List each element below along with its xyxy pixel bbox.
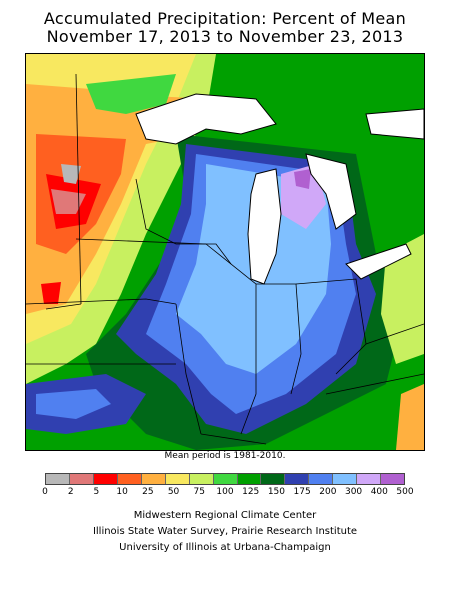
legend-label: 10 xyxy=(116,487,128,497)
legend-swatch xyxy=(333,474,358,484)
map-canvas xyxy=(26,54,424,450)
legend-swatch xyxy=(46,474,70,484)
legend-label: 400 xyxy=(370,487,388,497)
title-line-1: Accumulated Precipitation: Percent of Me… xyxy=(43,9,407,28)
legend-swatch xyxy=(165,474,190,484)
legend-label: 2 xyxy=(67,487,74,497)
legend-label: 500 xyxy=(396,487,414,497)
legend-swatch xyxy=(285,474,310,484)
zone-michigan-lavender xyxy=(281,164,326,229)
lake-superior xyxy=(135,93,277,145)
credit-university: University of Illinois at Urbana-Champai… xyxy=(119,542,331,553)
legend-label: 125 xyxy=(242,487,260,497)
mean-period-note: Mean period is 1981-2010. xyxy=(164,451,286,461)
legend-swatch xyxy=(189,474,214,484)
legend-label: 300 xyxy=(344,487,363,497)
legend-label: 75 xyxy=(193,487,206,497)
legend-swatch xyxy=(237,474,262,484)
legend-label: 25 xyxy=(142,487,154,497)
legend-label: 175 xyxy=(293,487,311,497)
zone-sw-red xyxy=(41,282,61,304)
legend-swatch xyxy=(117,474,142,484)
lake-erie xyxy=(345,243,412,280)
zone-michigan-purple xyxy=(294,169,311,189)
legend-swatch xyxy=(93,474,118,484)
credit-survey: Illinois State Water Survey, Prairie Res… xyxy=(92,526,358,537)
title-line-2: November 17, 2013 to November 23, 2013 xyxy=(46,27,404,46)
state-boundaries xyxy=(26,73,424,445)
legend-swatch xyxy=(69,474,94,484)
map-title: Accumulated Precipitation: Percent of Me… xyxy=(0,10,450,46)
color-legend xyxy=(45,473,405,485)
legend-swatch xyxy=(381,474,405,484)
zone-west-pink xyxy=(51,189,86,214)
precipitation-map xyxy=(25,53,425,451)
legend-labels: 0 2 5 10 25 50 75 100 125 150 175 200 300 400 500 xyxy=(42,487,413,499)
legend-swatch xyxy=(309,474,334,484)
legend-swatch xyxy=(357,474,382,484)
lake-ontario xyxy=(365,108,424,140)
legend-swatch xyxy=(261,474,286,484)
legend-label: 5 xyxy=(93,487,100,497)
legend-swatch xyxy=(213,474,238,484)
legend-label: 100 xyxy=(216,487,234,497)
zone-sw-light xyxy=(36,389,111,419)
lake-huron xyxy=(305,153,357,230)
zone-north-green xyxy=(86,74,176,114)
zone-west-gray xyxy=(61,164,81,184)
legend-swatch xyxy=(141,474,166,484)
legend-label: 50 xyxy=(167,487,180,497)
legend-label: 0 xyxy=(42,487,48,497)
zone-east-yellow xyxy=(381,234,424,364)
legend-label: 200 xyxy=(319,487,337,497)
zone-se-orange xyxy=(396,384,424,450)
credits: Midwestern Regional Climate Center Illin… xyxy=(0,508,450,556)
legend-label: 150 xyxy=(267,487,286,497)
credit-center: Midwestern Regional Climate Center xyxy=(133,510,317,521)
